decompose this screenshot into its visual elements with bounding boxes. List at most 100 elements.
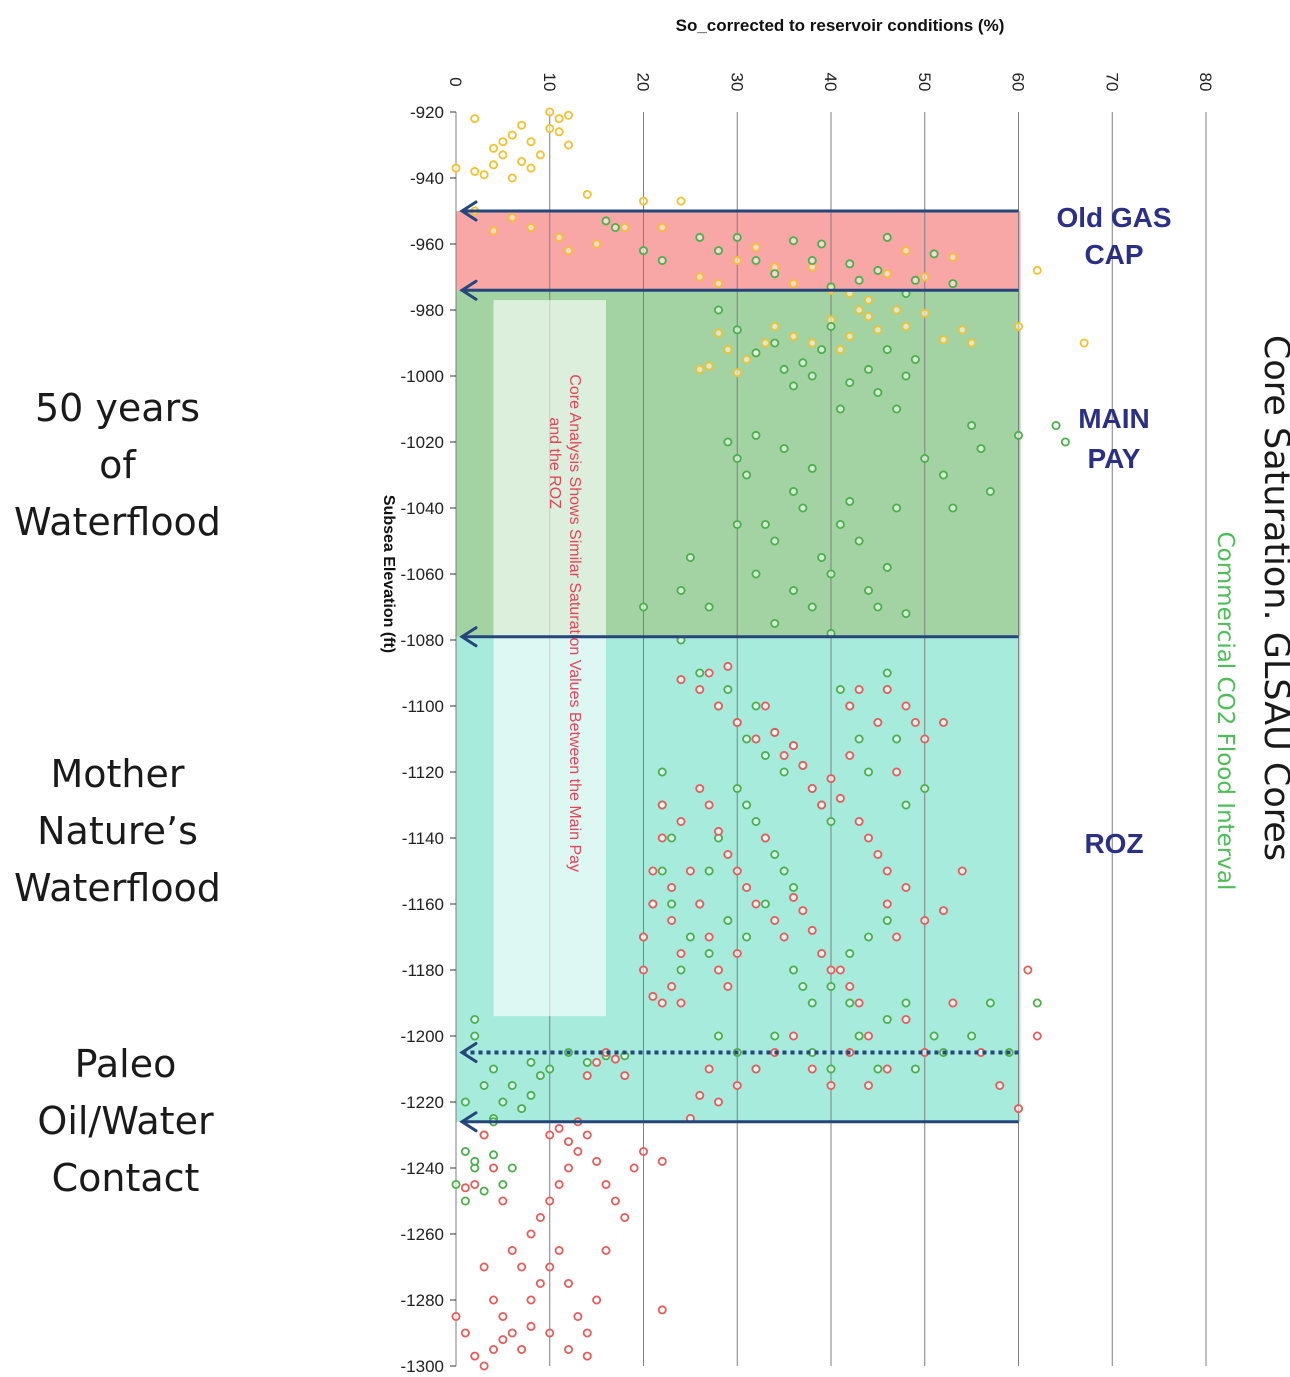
data-point-s1-21 (714, 305, 724, 315)
data-point-s1-127 (882, 668, 892, 678)
data-point-s0-13 (470, 114, 480, 124)
data-point-s1-66 (1051, 420, 1061, 430)
data-point-s2-132 (470, 1351, 480, 1361)
data-point-s1-1 (610, 222, 620, 232)
data-point-s1-104 (704, 949, 714, 959)
annotation-layer: Core Analysis Shows Similar Saturation V… (493, 300, 606, 1017)
data-point-s2-28 (760, 833, 770, 843)
y-tick-label-18: -1280 (401, 1291, 444, 1310)
data-point-s1-22 (732, 325, 742, 335)
data-point-s1-8 (770, 269, 780, 279)
data-point-s0-63 (864, 312, 874, 322)
data-point-s1-63 (976, 444, 986, 454)
data-point-s1-159 (460, 1097, 470, 1107)
data-point-s1-61 (948, 503, 958, 513)
data-point-s1-67 (1060, 437, 1070, 447)
data-point-s2-8 (770, 727, 780, 737)
data-point-s1-77 (639, 602, 649, 612)
data-point-s2-144 (564, 1137, 574, 1147)
data-point-s1-108 (657, 767, 667, 777)
left-label-paleo-contact: Paleo Oil/Water Contact (37, 1042, 214, 1200)
data-point-s1-166 (460, 1196, 470, 1206)
y-tick-label-17: -1260 (401, 1225, 444, 1244)
data-point-s0-2 (479, 170, 489, 180)
data-point-s2-51 (639, 965, 649, 975)
y-tick-label-12: -1160 (402, 895, 444, 914)
data-point-s2-113 (620, 1213, 630, 1223)
data-point-s0-9 (535, 150, 545, 160)
data-point-s2-34 (817, 949, 827, 959)
data-point-s0-26 (564, 246, 574, 256)
data-point-s1-103 (685, 932, 695, 942)
data-point-s2-25 (732, 866, 742, 876)
data-point-s1-24 (770, 338, 780, 348)
data-point-s2-0 (676, 675, 686, 685)
data-point-s2-31 (789, 892, 799, 902)
data-point-s0-15 (507, 173, 517, 183)
data-point-s1-20 (948, 279, 958, 289)
data-point-s0-24 (526, 222, 536, 232)
data-point-s0-7 (517, 120, 527, 130)
y-tick-label-4: -1000 (401, 367, 444, 386)
data-point-s2-137 (545, 1328, 555, 1338)
data-point-s1-97 (770, 850, 780, 860)
data-point-s1-46 (789, 486, 799, 496)
data-point-s2-45 (648, 866, 658, 876)
data-point-s1-129 (901, 800, 911, 810)
data-point-s0-72 (1079, 338, 1089, 348)
data-point-s1-92 (826, 817, 836, 827)
left-label-waterflood: 50 years of Waterflood (14, 386, 221, 544)
data-point-s1-30 (826, 321, 836, 331)
data-point-s0-23 (507, 213, 517, 223)
data-point-s0-27 (582, 189, 592, 199)
data-point-s1-151 (479, 1081, 489, 1091)
data-point-s2-9 (779, 751, 789, 761)
data-point-s2-99 (488, 1163, 498, 1173)
data-point-s2-140 (601, 1246, 611, 1256)
data-point-s1-19 (929, 249, 939, 259)
data-point-s2-27 (751, 899, 761, 909)
data-point-s1-122 (882, 916, 892, 926)
data-point-s2-32 (798, 906, 808, 916)
data-point-s1-149 (470, 1015, 480, 1025)
data-point-s1-29 (817, 345, 827, 355)
data-point-s0-67 (920, 308, 930, 318)
data-point-s1-52 (845, 496, 855, 506)
data-point-s1-58 (901, 609, 911, 619)
data-point-s1-25 (779, 364, 789, 374)
data-point-s1-9 (789, 236, 799, 246)
data-point-s1-121 (864, 932, 874, 942)
data-point-s2-105 (545, 1196, 555, 1206)
data-point-s2-56 (845, 701, 855, 711)
data-point-s2-66 (835, 965, 845, 975)
data-point-s1-44 (770, 536, 780, 546)
data-point-s2-143 (554, 1123, 564, 1133)
data-point-s2-59 (882, 685, 892, 695)
data-point-s1-39 (723, 437, 733, 447)
data-point-s0-68 (939, 335, 949, 345)
y-tick-label-11: -1140 (402, 829, 444, 848)
data-point-s2-117 (479, 1262, 489, 1272)
data-point-s2-23 (714, 826, 724, 836)
data-point-s0-56 (770, 321, 780, 331)
data-point-s1-94 (742, 800, 752, 810)
arrow-head-0 (459, 200, 478, 222)
data-point-s0-42 (864, 295, 874, 305)
data-point-s2-138 (564, 1345, 574, 1355)
data-point-s1-174 (582, 1057, 592, 1067)
data-point-s2-69 (864, 1031, 874, 1041)
data-point-s0-12 (564, 110, 574, 120)
left-label-mother-nature: Mother Nature’s Waterflood (14, 752, 221, 910)
data-point-s1-157 (526, 1090, 536, 1100)
data-point-s0-17 (526, 163, 536, 173)
data-point-s1-49 (817, 553, 827, 563)
data-point-s2-102 (517, 1262, 527, 1272)
data-point-s1-107 (760, 899, 770, 909)
data-point-s2-82 (695, 1090, 705, 1100)
data-point-s1-2 (639, 246, 649, 256)
data-point-s2-147 (592, 1057, 602, 1067)
data-point-s1-99 (789, 883, 799, 893)
y-tick-label-0: -920 (410, 103, 444, 122)
data-point-s1-133 (873, 1064, 883, 1074)
data-point-s2-15 (835, 793, 845, 803)
